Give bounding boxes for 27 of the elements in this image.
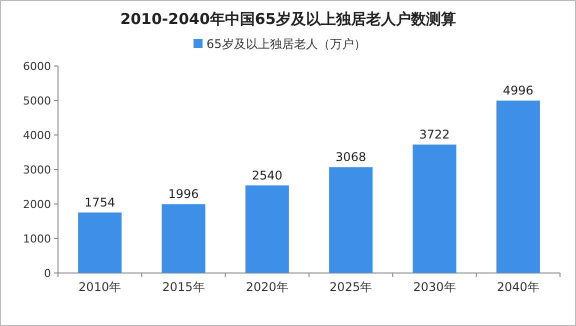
data-label: 3068 <box>336 150 366 164</box>
bar <box>245 185 289 273</box>
x-tick-label: 2040年 <box>496 280 540 294</box>
bar <box>78 212 122 273</box>
bar <box>329 167 373 273</box>
x-tick-label: 2020年 <box>246 280 288 294</box>
y-tick-label: 1000 <box>23 232 51 246</box>
x-tick-label: 2010年 <box>78 280 122 294</box>
y-tick-label: 3000 <box>23 164 51 176</box>
data-label: 1996 <box>168 187 199 202</box>
y-tick-label: 6000 <box>23 60 51 73</box>
x-tick-label: 2025年 <box>330 280 372 294</box>
y-tick-label: 4000 <box>23 129 51 142</box>
bar <box>412 144 456 273</box>
chart-title: 2010-2040年中国65岁及以上独居老人户数测算 <box>120 10 456 28</box>
bar <box>496 100 540 273</box>
bar <box>162 204 206 273</box>
data-label: 3722 <box>419 128 450 142</box>
data-label: 2540 <box>252 168 282 182</box>
data-label: 4996 <box>502 84 534 98</box>
x-tick-label: 2015年 <box>162 280 205 294</box>
y-tick-label: 2000 <box>23 198 51 211</box>
legend-label: 65岁及以上独居老人（万户） <box>206 37 366 51</box>
y-tick-label: 0 <box>44 267 51 280</box>
data-label: 1754 <box>84 195 116 210</box>
y-tick-label: 5000 <box>23 94 51 108</box>
x-tick-label: 2030年 <box>413 280 456 294</box>
